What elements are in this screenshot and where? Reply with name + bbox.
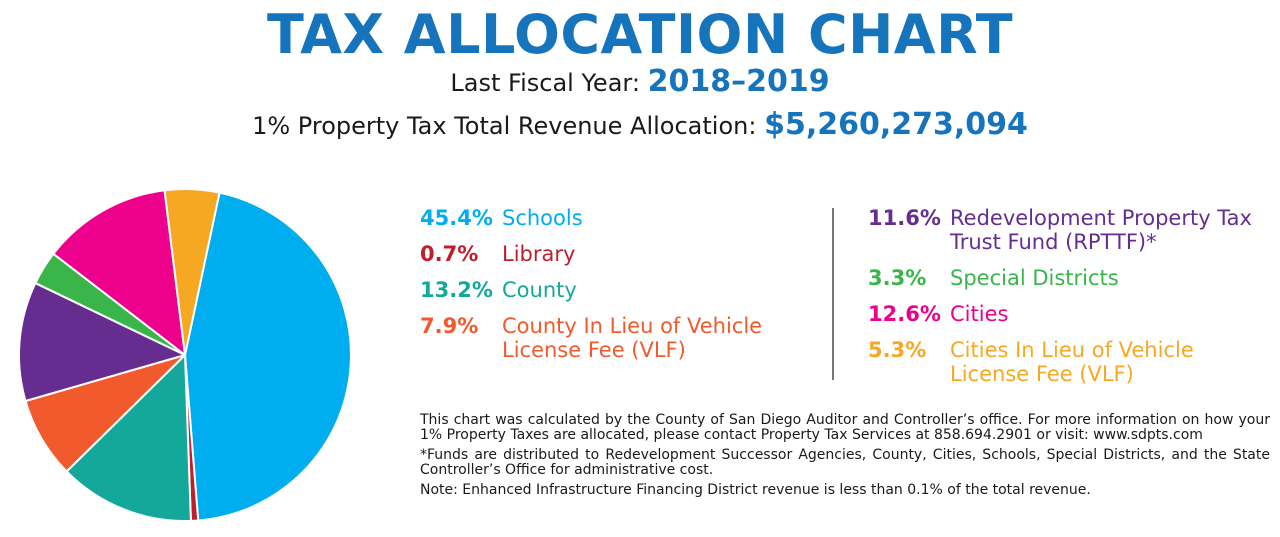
page-title: TAX ALLOCATION CHART: [266, 3, 1014, 66]
legend-pct-county-in-lieu-of-vehicle-license-fee-vlf: 7.9%: [420, 314, 479, 338]
legend-label-county: County: [502, 278, 577, 302]
legend-pct-special-districts: 3.3%: [868, 266, 927, 290]
revenue-value: $5,260,273,094: [764, 107, 1028, 142]
pie-slice-cities-in-lieu-of-vehicle-license-fee-vlf: [163, 188, 221, 356]
legend-label-redevelopment-property-tax-trust-fund-rpttf: Redevelopment Property Tax Trust Fund (R…: [950, 206, 1252, 254]
pie-slice-schools: [184, 191, 352, 522]
legend-label-county-in-lieu-of-vehicle-license-fee-vlf: County In Lieu of Vehicle License Fee (V…: [502, 314, 763, 362]
legend-label-library: Library: [502, 242, 576, 266]
fiscal-year-label: Last Fiscal Year:: [450, 69, 640, 97]
pie-chart: [18, 188, 352, 522]
legend-label-schools: Schools: [502, 206, 583, 230]
legend-label-cities-in-lieu-of-vehicle-license-fee-vlf: Cities In Lieu of Vehicle License Fee (V…: [950, 338, 1194, 386]
legend-pct-county: 13.2%: [420, 278, 493, 302]
note-calculation: This chart was calculated by the County …: [420, 412, 1270, 443]
pie-slice-cities: [52, 189, 186, 356]
legend-pct-cities-in-lieu-of-vehicle-license-fee-vlf: 5.3%: [868, 338, 927, 362]
legend-pct-library: 0.7%: [420, 242, 479, 266]
legend-label-cities: Cities: [950, 302, 1009, 326]
fiscal-year-line: Last Fiscal Year: 2018–2019: [0, 64, 1280, 101]
fiscal-year-value: 2018–2019: [647, 64, 830, 99]
revenue-label: 1% Property Tax Total Revenue Allocation…: [252, 112, 757, 140]
legend-label-special-districts: Special Districts: [950, 266, 1119, 290]
legend-divider: [832, 208, 834, 380]
legend-pct-schools: 45.4%: [420, 206, 493, 230]
legend-pct-cities: 12.6%: [868, 302, 941, 326]
revenue-line: 1% Property Tax Total Revenue Allocation…: [0, 105, 1280, 146]
legend-pct-redevelopment-property-tax-trust-fund-rpttf: 11.6%: [868, 206, 941, 230]
pie-slice-county: [65, 354, 192, 522]
note-funds: *Funds are distributed to Redevelopment …: [420, 447, 1270, 478]
pie-slice-redevelopment-property-tax-trust-fund-rpttf: [18, 282, 186, 402]
notes: This chart was calculated by the County …: [420, 413, 1270, 503]
note-eifd: Note: Enhanced Infrastructure Financing …: [420, 482, 1091, 498]
